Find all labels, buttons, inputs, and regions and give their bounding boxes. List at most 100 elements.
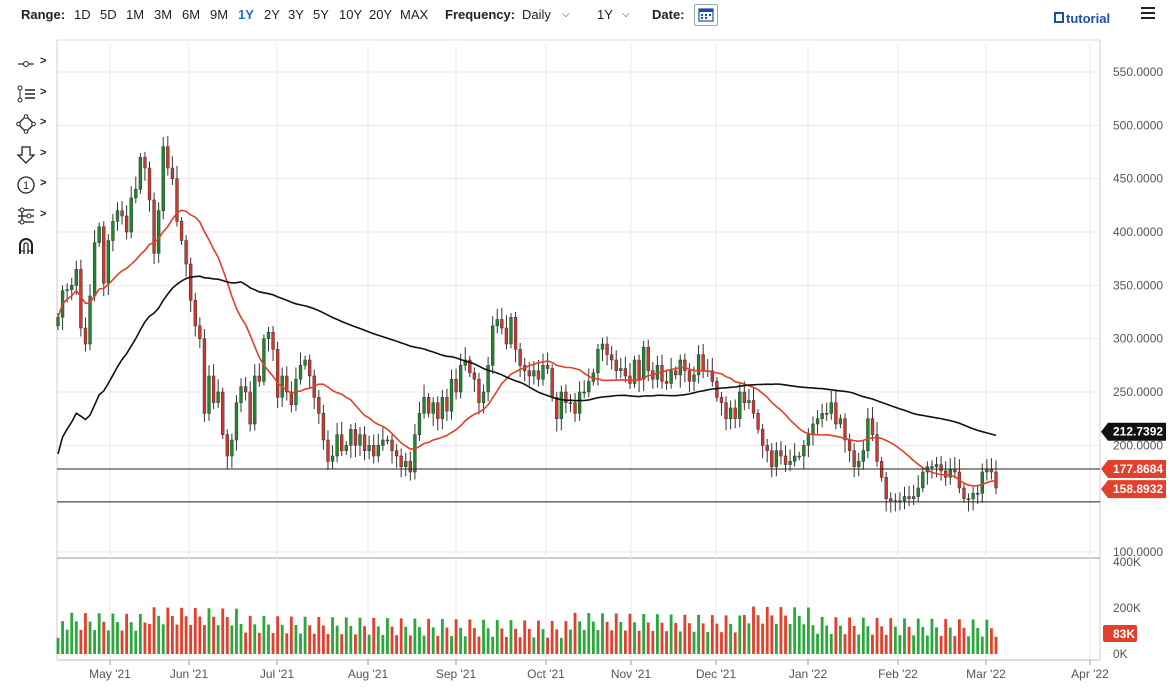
- candle-body: [216, 391, 220, 403]
- volume-bar: [839, 625, 842, 654]
- volume-bar: [820, 616, 824, 654]
- candle-body: [221, 391, 225, 435]
- candle-body: [275, 349, 280, 398]
- candle-body: [568, 402, 573, 404]
- x-tick-label: Jul '21: [260, 667, 295, 681]
- fibonacci-tool-icon[interactable]: >: [12, 205, 52, 229]
- range-button-max[interactable]: MAX: [400, 7, 429, 22]
- range-button-1y[interactable]: 1Y: [238, 7, 254, 22]
- candle-body: [454, 378, 458, 393]
- number-marker-icon[interactable]: 1 >: [12, 174, 52, 198]
- candle-body: [989, 468, 994, 473]
- volume-bar: [312, 633, 316, 654]
- tutorial-link[interactable]: tutorial: [1066, 11, 1111, 26]
- price-axis: 550.0000 500.0000 450.0000 400.0000 350.0000…: [1103, 65, 1163, 661]
- volume-bar: [376, 626, 380, 654]
- film-icon[interactable]: [1054, 12, 1064, 23]
- volume-bar: [619, 622, 623, 654]
- candle-body: [248, 391, 252, 425]
- candle-body: [893, 500, 897, 503]
- calendar-icon[interactable]: [694, 4, 718, 26]
- x-tick-label: Dec '21: [696, 667, 737, 681]
- candle-body: [303, 359, 307, 366]
- shapes-icon[interactable]: >: [12, 113, 52, 137]
- candle-body: [207, 375, 211, 414]
- range-button-1d[interactable]: 1D: [74, 7, 91, 22]
- range-button-3m[interactable]: 3M: [154, 7, 173, 22]
- candle-body: [298, 365, 303, 380]
- volume-bar: [678, 631, 682, 654]
- range-button-3y[interactable]: 3Y: [288, 7, 304, 22]
- volume-last-label: 83K: [1113, 627, 1135, 641]
- candle-body: [806, 434, 811, 446]
- range-button-5y[interactable]: 5Y: [313, 7, 329, 22]
- candle-body: [651, 370, 655, 380]
- volume-bar: [184, 616, 188, 654]
- volume-bar: [633, 622, 636, 654]
- range-button-6m[interactable]: 6M: [182, 7, 201, 22]
- candle-body: [138, 157, 143, 190]
- magnet-icon[interactable]: [12, 235, 52, 259]
- trend-lines-icon[interactable]: >: [12, 83, 52, 107]
- volume-bar: [482, 619, 485, 654]
- volume-bar: [788, 624, 792, 654]
- candle-body: [413, 434, 417, 473]
- candle-body: [408, 461, 412, 473]
- candle-body: [536, 370, 541, 380]
- hamburger-menu-icon[interactable]: [1141, 7, 1155, 21]
- moving-averages: [57, 209, 997, 487]
- candle-body: [564, 391, 568, 403]
- candle-body: [642, 346, 646, 380]
- candle-body: [527, 370, 531, 377]
- volume-bar: [367, 634, 371, 654]
- arrow-down-icon[interactable]: >: [12, 144, 52, 168]
- volume-bar: [747, 623, 751, 654]
- candle-body: [605, 343, 609, 355]
- period-select[interactable]: 1Y: [597, 7, 613, 22]
- range-button-2y[interactable]: 2Y: [264, 7, 280, 22]
- x-tick-label: Aug '21: [348, 667, 389, 681]
- candle-body: [724, 402, 728, 419]
- candle-body: [166, 146, 170, 169]
- range-button-9m[interactable]: 9M: [210, 7, 229, 22]
- range-button-5d[interactable]: 5D: [100, 7, 117, 22]
- range-button-1m[interactable]: 1M: [126, 7, 145, 22]
- frequency-select[interactable]: Daily: [522, 7, 551, 22]
- candle-body: [257, 375, 261, 382]
- volume-bar: [317, 616, 321, 654]
- volume-bar: [84, 613, 87, 654]
- volume-bar: [541, 629, 545, 654]
- volume-bar: [651, 631, 655, 654]
- candle-body: [985, 468, 989, 473]
- volume-bar: [157, 615, 161, 654]
- volume-bar: [116, 622, 119, 654]
- candle-body: [866, 418, 870, 451]
- candle-body: [802, 445, 806, 457]
- volume-bar: [774, 623, 778, 654]
- volume-bar: [674, 622, 678, 654]
- volume-bar: [321, 625, 325, 654]
- price-label: 177.8684: [1113, 462, 1163, 476]
- volume-bar: [976, 628, 980, 654]
- range-button-20y[interactable]: 20Y: [369, 7, 393, 22]
- volume-bar: [596, 630, 600, 654]
- range-button-10y[interactable]: 10Y: [339, 7, 363, 22]
- volume-bar: [161, 624, 165, 654]
- candle-body: [921, 471, 925, 489]
- crosshair-line-icon[interactable]: >: [12, 52, 52, 76]
- volume-bar: [372, 617, 376, 654]
- candle-body: [518, 349, 522, 366]
- volume-bar: [665, 631, 668, 654]
- candle-body: [902, 496, 907, 502]
- period-chevron-down-icon[interactable]: ⌵: [622, 9, 630, 20]
- candle-body: [509, 317, 513, 345]
- candle-body: [550, 368, 554, 398]
- volume-bar: [436, 635, 440, 654]
- volume-bar: [816, 633, 819, 654]
- volume-bar: [152, 607, 156, 654]
- candle-body: [56, 317, 60, 327]
- volume-bar: [504, 636, 508, 654]
- frequency-chevron-down-icon[interactable]: ⌵: [562, 9, 570, 20]
- candle-body: [234, 402, 239, 441]
